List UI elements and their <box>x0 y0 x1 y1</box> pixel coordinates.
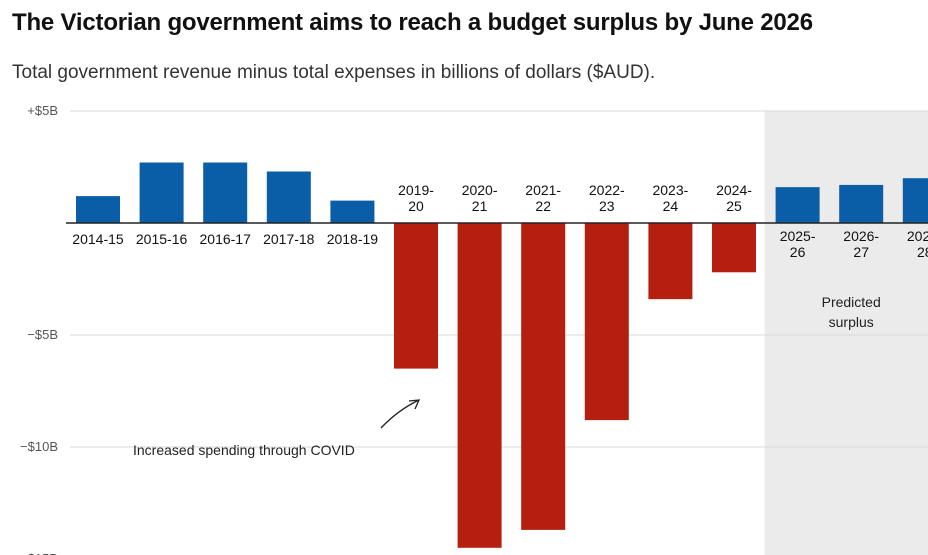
x-tick-label: 28 <box>917 244 928 260</box>
bar-2019-20 <box>394 223 438 369</box>
x-tick-label: 2014-15 <box>72 231 124 247</box>
x-tick-label: 2020- <box>462 182 498 198</box>
x-tick-label: 23 <box>599 198 615 214</box>
predicted-surplus-label: Predicted <box>822 294 881 310</box>
x-tick-label: 2018-19 <box>327 231 379 247</box>
predicted-surplus-label: surplus <box>829 314 874 330</box>
x-tick-label: 2015-16 <box>136 231 188 247</box>
x-tick-label: 20 <box>408 198 424 214</box>
x-tick-label: 27 <box>853 244 869 260</box>
x-tick-label: 2027- <box>907 228 928 244</box>
bar-2020-21 <box>457 223 502 548</box>
chart-title: The Victorian government aims to reach a… <box>12 9 813 36</box>
predicted-surplus-region <box>764 111 928 555</box>
x-tick-label: 2025- <box>780 228 816 244</box>
x-tick-label: 2021- <box>525 182 561 198</box>
bar-2024-25 <box>712 223 756 273</box>
bar-2015-16 <box>139 162 184 223</box>
x-tick-label: 2023- <box>652 182 688 198</box>
bar-2022-23 <box>584 223 629 421</box>
x-tick-label: 2016-17 <box>200 231 252 247</box>
bar-2014-15 <box>76 196 120 223</box>
bar-2025-26 <box>775 187 820 223</box>
bar-2023-24 <box>648 223 693 300</box>
x-tick-label: 26 <box>790 244 806 260</box>
x-tick-label: 22 <box>535 198 551 214</box>
bar-2027-28 <box>902 178 928 223</box>
x-tick-label: 2017-18 <box>263 231 315 247</box>
bar-2017-18 <box>266 171 311 223</box>
bar-2016-17 <box>203 162 248 223</box>
y-tick-label: +$5B <box>27 103 58 118</box>
x-tick-label: 2024- <box>716 182 752 198</box>
x-tick-label: 2026- <box>843 228 879 244</box>
covid-annotation-arrowhead <box>408 399 421 410</box>
x-tick-label: 2019- <box>398 182 434 198</box>
y-tick-label: −$10B <box>20 439 58 454</box>
x-tick-label: 2022- <box>589 182 625 198</box>
x-tick-label: 21 <box>472 198 488 214</box>
bar-2021-22 <box>521 223 566 530</box>
x-tick-label: 24 <box>663 198 679 214</box>
bar-2018-19 <box>330 200 375 223</box>
x-tick-label: 25 <box>726 198 742 214</box>
y-tick-label: −$15B <box>20 551 58 555</box>
covid-annotation: Increased spending through COVID <box>133 442 355 458</box>
chart-subtitle: Total government revenue minus total exp… <box>12 62 656 83</box>
covid-annotation-arrow <box>380 399 420 429</box>
y-tick-label: −$5B <box>27 327 58 342</box>
bar-2026-27 <box>839 184 884 223</box>
